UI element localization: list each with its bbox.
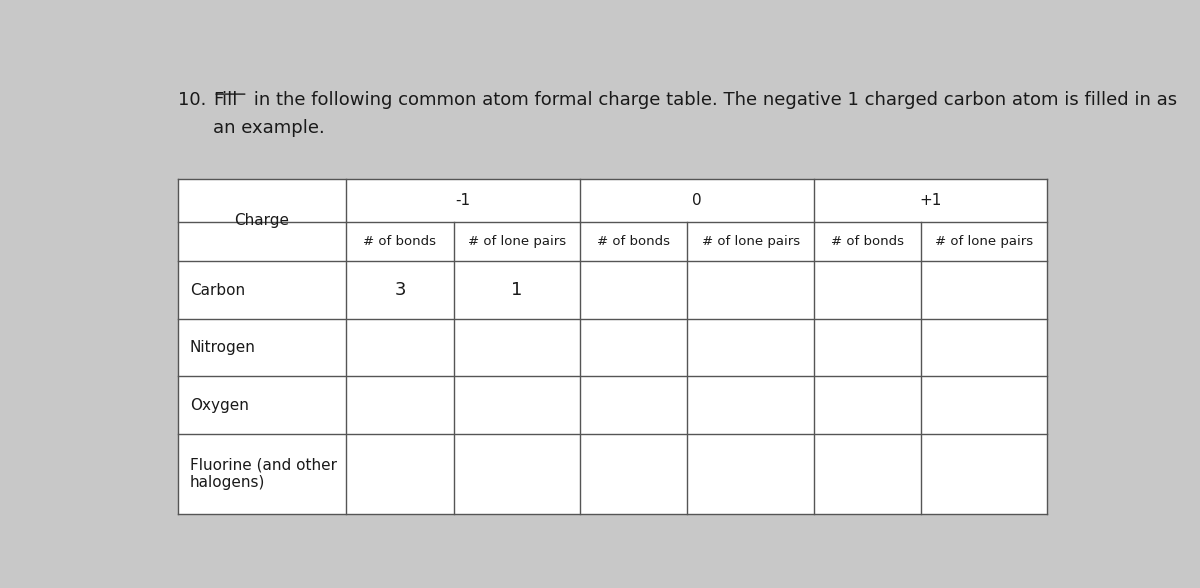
Bar	[814, 179, 922, 222]
Text: # of lone pairs: # of lone pairs	[935, 235, 1033, 248]
Text: Fluorine (and other
halogens): Fluorine (and other halogens)	[190, 458, 337, 490]
Bar	[580, 179, 688, 222]
Bar	[178, 376, 347, 434]
Text: 10.: 10.	[178, 91, 212, 109]
Bar	[454, 376, 580, 434]
Bar	[814, 261, 922, 319]
Text: Carbon: Carbon	[190, 283, 245, 298]
Text: 1: 1	[511, 281, 522, 299]
Bar	[178, 261, 347, 319]
Text: Oxygen: Oxygen	[190, 397, 248, 413]
Text: Fill: Fill	[214, 91, 238, 109]
Text: # of bonds: # of bonds	[598, 235, 671, 248]
Bar	[814, 222, 922, 261]
Bar	[922, 434, 1048, 514]
Bar	[347, 376, 454, 434]
Text: # of bonds: # of bonds	[364, 235, 437, 248]
Bar	[347, 434, 454, 514]
Bar	[688, 261, 814, 319]
Bar	[688, 434, 814, 514]
Bar	[688, 179, 814, 222]
Text: # of lone pairs: # of lone pairs	[702, 235, 799, 248]
Text: Charge: Charge	[234, 213, 289, 228]
Bar	[178, 319, 347, 376]
Bar	[922, 179, 1048, 222]
Bar	[347, 261, 454, 319]
Bar	[688, 222, 814, 261]
Bar	[580, 261, 688, 319]
Bar	[922, 319, 1048, 376]
Text: in the following common atom formal charge table. The negative 1 charged carbon : in the following common atom formal char…	[247, 91, 1177, 109]
Text: Nitrogen: Nitrogen	[190, 340, 256, 355]
Bar	[454, 222, 580, 261]
Bar	[347, 179, 454, 222]
Bar	[922, 376, 1048, 434]
Bar	[814, 319, 922, 376]
Bar	[178, 179, 347, 222]
Bar	[580, 434, 688, 514]
Text: 3: 3	[395, 281, 406, 299]
Bar	[922, 261, 1048, 319]
Bar	[347, 222, 454, 261]
Bar	[454, 179, 580, 222]
Bar	[580, 319, 688, 376]
Bar	[178, 222, 347, 261]
Bar	[580, 222, 688, 261]
Bar	[178, 434, 347, 514]
Bar	[580, 376, 688, 434]
Bar	[688, 376, 814, 434]
Bar	[922, 222, 1048, 261]
Text: # of bonds: # of bonds	[830, 235, 904, 248]
Bar	[454, 319, 580, 376]
Bar	[814, 434, 922, 514]
Bar	[688, 319, 814, 376]
Bar	[454, 261, 580, 319]
Bar	[347, 319, 454, 376]
Text: +1: +1	[919, 193, 942, 208]
Text: an example.: an example.	[214, 119, 325, 137]
Bar	[814, 376, 922, 434]
Text: 0: 0	[692, 193, 702, 208]
Bar	[454, 434, 580, 514]
Text: # of lone pairs: # of lone pairs	[468, 235, 566, 248]
Text: -1: -1	[456, 193, 470, 208]
